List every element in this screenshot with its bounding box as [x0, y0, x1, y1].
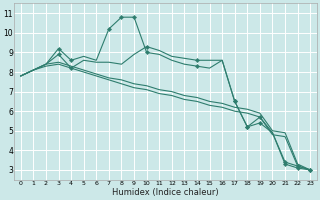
- X-axis label: Humidex (Indice chaleur): Humidex (Indice chaleur): [112, 188, 219, 197]
